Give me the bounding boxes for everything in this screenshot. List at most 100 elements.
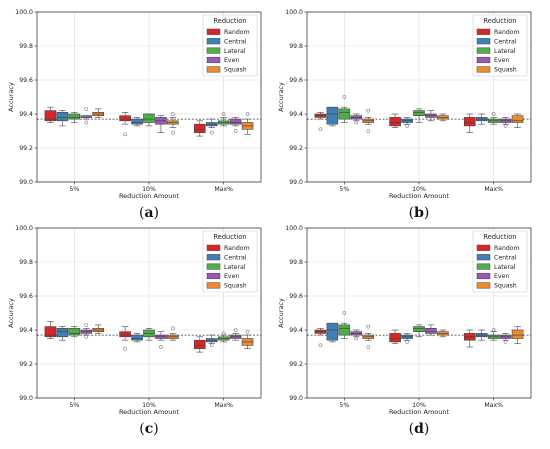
legend-label-even: Even [494, 273, 509, 280]
box-body [425, 327, 437, 334]
legend-label-lateral: Lateral [224, 264, 246, 271]
box-even-5% [80, 107, 93, 125]
outlier-point [491, 112, 496, 116]
x-tick-label: 10% [412, 402, 426, 409]
legend-label-lateral: Lateral [224, 48, 246, 55]
box-random-5% [44, 106, 57, 123]
box-body [143, 113, 155, 123]
box-body [326, 106, 339, 125]
outlier-point [233, 328, 238, 332]
y-tick-label: 99.2 [19, 145, 33, 152]
legend-swatch-random [206, 244, 221, 251]
y-axis-label: Accuracy [277, 82, 285, 112]
outlier-point [171, 130, 175, 135]
y-tick-label: 99.4 [19, 111, 33, 118]
box-lateral-10% [143, 327, 155, 341]
box-lateral-Max% [487, 112, 500, 125]
legend-swatch-central [206, 254, 221, 261]
y-tick-label: 99.2 [289, 361, 303, 368]
legend-label-random: Random [224, 245, 250, 252]
outlier-point [354, 120, 359, 125]
legend-swatch-lateral [206, 263, 221, 270]
outlier-point [171, 326, 175, 331]
panel-label: (a) [139, 205, 159, 221]
box-central-5% [56, 326, 69, 341]
y-axis-label: Accuracy [7, 82, 15, 112]
legend-swatch-squash [206, 282, 221, 289]
box-squash-Max% [511, 326, 524, 344]
outlier-point [221, 112, 226, 116]
outlier-point [354, 336, 359, 341]
legend-swatch-central [476, 254, 491, 261]
y-tick-label: 100.0 [285, 225, 303, 232]
box-central-Max% [205, 118, 218, 135]
y-axis-label: Accuracy [277, 298, 285, 328]
outlier-point [366, 324, 371, 329]
y-tick-label: 99.4 [289, 111, 303, 118]
box-body [68, 113, 81, 120]
outlier-point [233, 129, 238, 133]
outlier-point [84, 334, 89, 339]
box-body [326, 322, 339, 341]
box-random-10% [119, 112, 131, 137]
x-tick-label: Max% [484, 186, 503, 193]
box-random-5% [314, 327, 327, 348]
legend-swatch-even [206, 56, 221, 64]
y-axis-label: Accuracy [7, 298, 15, 328]
legend-label-even: Even [494, 57, 509, 64]
outlier-point [366, 108, 371, 113]
box-even-5% [350, 329, 363, 341]
x-tick-label: 5% [339, 402, 349, 409]
y-tick-label: 99.6 [289, 293, 303, 300]
outlier-point [405, 124, 409, 128]
box-random-Max% [463, 329, 476, 348]
y-tick-label: 99.4 [19, 327, 33, 334]
box-body [338, 324, 351, 336]
legend-label-even: Even [224, 273, 239, 280]
x-tick-label: Max% [214, 402, 233, 409]
box-even-10% [155, 115, 167, 133]
box-even-Max% [229, 328, 242, 341]
x-tick-label: 10% [142, 402, 156, 409]
box-squash-5% [362, 324, 375, 349]
y-tick-label: 99.2 [289, 145, 303, 152]
box-body [119, 331, 131, 338]
box-lateral-10% [413, 324, 425, 338]
outlier-point [84, 120, 89, 125]
box-lateral-10% [143, 113, 155, 127]
box-central-5% [326, 322, 339, 343]
x-tick-label: 5% [69, 402, 79, 409]
legend-label-squash: Squash [224, 283, 247, 290]
y-tick-label: 99.4 [289, 327, 303, 334]
outlier-point [342, 311, 347, 315]
y-tick-label: 99.8 [19, 43, 33, 50]
legend-swatch-central [476, 38, 491, 45]
y-tick-label: 99.0 [289, 395, 303, 402]
y-tick-label: 99.8 [289, 259, 303, 266]
legend-title: Reduction [214, 233, 247, 241]
y-tick-label: 99.6 [19, 293, 33, 300]
box-even-Max% [499, 117, 512, 128]
legend-swatch-even [476, 56, 491, 64]
box-body [511, 115, 524, 123]
legend: Reduction Random Central Lateral Even Squash [472, 230, 528, 293]
box-body [44, 326, 57, 338]
box-central-Max% [205, 334, 218, 348]
box-body [131, 334, 143, 341]
chart-panel-a: 99.0 99.2 99.4 99.6 99.8 100.0 5% 10% Max% Reduct… [7, 9, 262, 221]
legend-title: Reduction [484, 17, 517, 25]
x-tick-label: 5% [339, 186, 349, 193]
box-random-10% [119, 326, 131, 351]
box-squash-5% [92, 108, 105, 118]
outlier-point [245, 329, 250, 334]
box-even-10% [425, 324, 437, 336]
legend-label-even: Even [224, 57, 239, 64]
legend-swatch-even [206, 272, 221, 280]
chart-panel-c: 99.0 99.2 99.4 99.6 99.8 100.0 5% 10% Max% Reduct… [7, 225, 262, 437]
box-even-10% [155, 331, 167, 349]
box-squash-10% [437, 113, 449, 122]
box-body [193, 123, 206, 133]
box-even-Max% [229, 117, 242, 133]
outlier-point [123, 132, 127, 137]
